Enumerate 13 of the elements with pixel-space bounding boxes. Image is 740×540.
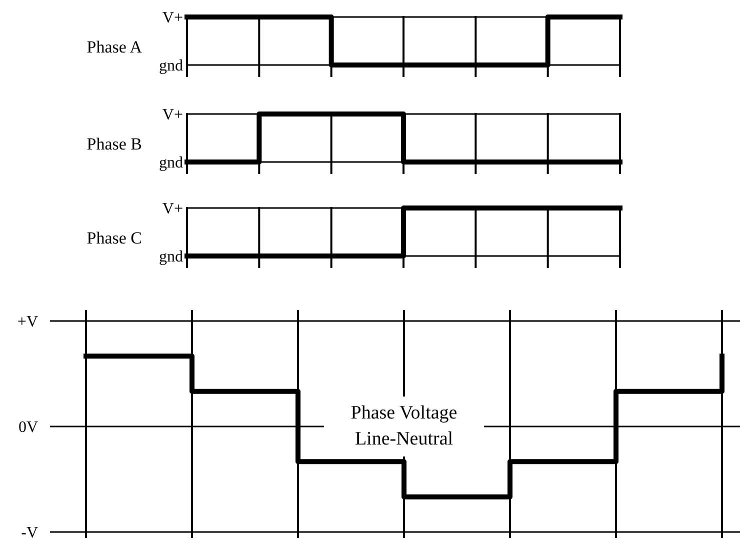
ref-line-label: +V [17, 314, 38, 331]
ref-line-label: gnd [159, 248, 183, 266]
ref-line-label: V+ [162, 200, 183, 218]
y-axis-title: Phase A [86, 37, 143, 56]
ref-line-label: V+ [162, 10, 183, 27]
ref-line-label: -V [21, 524, 38, 540]
ref-line-label: gnd [159, 154, 183, 172]
ref-line-label: 0V [18, 419, 38, 436]
y-axis-title: Phase B [86, 134, 142, 154]
y-axis-title: Phase C [86, 228, 142, 248]
ref-line-label: gnd [159, 58, 183, 75]
ref-line-label: V+ [162, 106, 183, 124]
annotation: Phase Voltage Line-Neutral [350, 402, 458, 450]
